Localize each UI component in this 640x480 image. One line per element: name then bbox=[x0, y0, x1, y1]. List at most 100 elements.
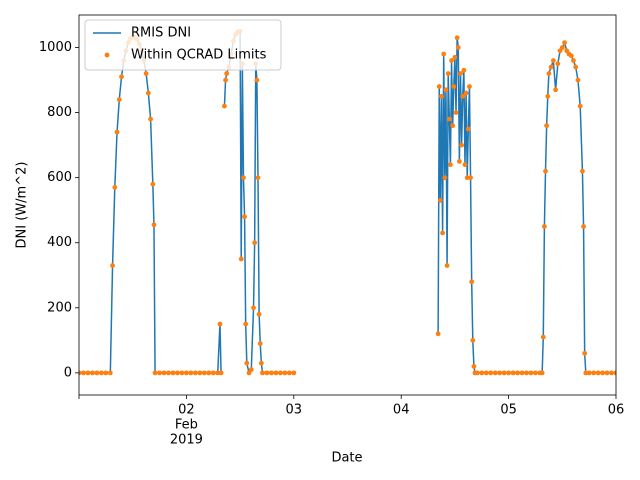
data-point bbox=[595, 370, 601, 376]
data-point bbox=[575, 77, 581, 83]
data-point bbox=[540, 334, 546, 340]
data-point bbox=[197, 370, 203, 376]
data-point bbox=[436, 84, 442, 89]
data-point bbox=[468, 175, 473, 181]
data-point bbox=[277, 370, 283, 376]
y-tick-label: 0 bbox=[64, 365, 72, 380]
data-point bbox=[444, 263, 450, 268]
data-point bbox=[492, 370, 498, 376]
y-tick-label: 200 bbox=[47, 300, 72, 315]
data-point bbox=[206, 370, 212, 376]
data-point bbox=[257, 341, 263, 346]
data-point bbox=[286, 370, 292, 376]
data-point bbox=[175, 370, 180, 376]
data-point bbox=[461, 67, 467, 73]
data-point bbox=[459, 142, 465, 148]
data-point bbox=[543, 168, 548, 174]
data-point bbox=[107, 370, 113, 376]
data-point bbox=[456, 159, 462, 164]
data-point bbox=[442, 175, 448, 181]
data-point bbox=[222, 103, 227, 109]
data-point bbox=[114, 129, 120, 135]
legend-label: Within QCRAD Limits bbox=[131, 48, 267, 63]
data-point bbox=[555, 61, 561, 67]
x-tick-label: 06 bbox=[608, 403, 625, 418]
data-point bbox=[562, 40, 567, 46]
y-axis-label: DNI (W/m^2) bbox=[15, 162, 30, 249]
data-point bbox=[510, 370, 516, 376]
data-point bbox=[192, 370, 198, 376]
data-point bbox=[533, 370, 538, 376]
data-point bbox=[454, 35, 460, 41]
data-point bbox=[458, 71, 463, 76]
x-tick-label: 05 bbox=[500, 403, 517, 418]
data-point bbox=[586, 370, 592, 376]
data-point bbox=[188, 370, 194, 376]
data-point bbox=[577, 103, 583, 109]
data-point bbox=[98, 370, 104, 376]
x-tick-label: 04 bbox=[393, 403, 410, 418]
data-point bbox=[251, 305, 256, 311]
data-point bbox=[215, 370, 221, 376]
data-point bbox=[463, 90, 469, 96]
data-point bbox=[559, 45, 565, 50]
plot-frame bbox=[78, 14, 617, 396]
data-point bbox=[166, 370, 171, 376]
data-point bbox=[79, 370, 82, 376]
data-point bbox=[184, 370, 189, 376]
data-point bbox=[282, 370, 288, 376]
data-point bbox=[609, 370, 614, 376]
data-point bbox=[218, 370, 224, 376]
data-point bbox=[479, 370, 485, 376]
data-point bbox=[571, 58, 576, 63]
data-point bbox=[148, 116, 154, 122]
y-tick-label: 400 bbox=[47, 235, 72, 250]
data-point bbox=[170, 370, 176, 376]
data-point bbox=[460, 93, 466, 99]
data-point bbox=[119, 74, 124, 80]
data-point bbox=[112, 185, 118, 190]
data-point bbox=[474, 370, 480, 376]
data-point bbox=[471, 363, 477, 369]
data-point bbox=[573, 64, 579, 70]
data-point bbox=[524, 370, 529, 376]
x-tick-label: 03 bbox=[286, 403, 303, 418]
data-point bbox=[545, 93, 551, 99]
data-point bbox=[450, 123, 456, 129]
data-point bbox=[488, 370, 494, 376]
data-point bbox=[583, 370, 589, 376]
data-point bbox=[497, 370, 503, 376]
y-tick-label: 800 bbox=[47, 105, 72, 120]
data-point bbox=[241, 175, 246, 181]
data-point bbox=[467, 84, 472, 89]
data-point bbox=[448, 162, 453, 168]
data-point bbox=[452, 54, 458, 60]
data-point bbox=[451, 84, 457, 89]
data-point bbox=[568, 53, 574, 59]
data-point bbox=[449, 58, 454, 63]
data-point bbox=[201, 370, 207, 376]
data-point bbox=[116, 97, 122, 102]
legend-swatch bbox=[104, 52, 110, 58]
data-point bbox=[553, 87, 558, 93]
y-tick-label: 600 bbox=[47, 170, 72, 185]
data-point bbox=[264, 370, 270, 376]
data-point bbox=[539, 370, 545, 376]
data-point bbox=[528, 370, 534, 376]
data-point bbox=[435, 331, 441, 337]
data-point bbox=[81, 370, 86, 376]
data-point bbox=[94, 370, 100, 376]
data-point bbox=[582, 350, 588, 356]
data-point bbox=[103, 370, 109, 376]
y-tick-label: 1000 bbox=[39, 40, 72, 55]
data-point bbox=[217, 321, 223, 327]
data-point bbox=[580, 168, 585, 174]
data-point bbox=[469, 279, 475, 285]
data-point bbox=[445, 71, 451, 76]
data-point bbox=[604, 370, 610, 376]
data-point bbox=[252, 240, 258, 246]
data-point bbox=[224, 71, 230, 76]
data-point bbox=[157, 370, 162, 376]
